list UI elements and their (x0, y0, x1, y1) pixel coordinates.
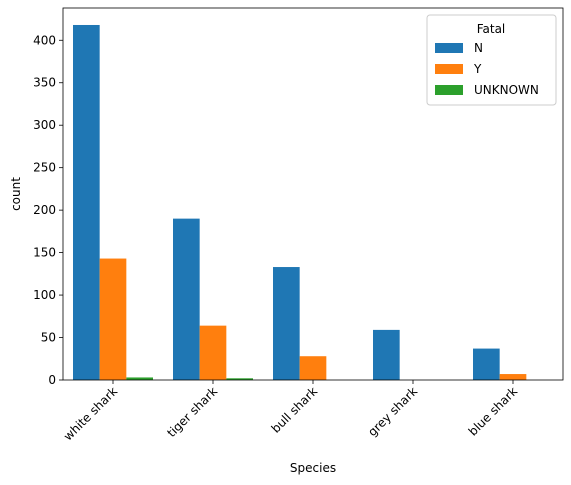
legend-label-unknown: UNKNOWN (474, 83, 539, 97)
bar-bull-shark-n (273, 267, 300, 380)
plot-area-frame (62, 7, 564, 381)
legend-frame (426, 14, 557, 106)
bar-blue-shark-y (499, 374, 527, 380)
bar-tiger-shark-unknown (226, 378, 253, 380)
y-tick-label: 300 (33, 118, 56, 132)
x-tick-label: tiger shark (164, 384, 220, 440)
legend-swatch-unknown (435, 85, 463, 95)
bar-white-shark-unknown (126, 377, 153, 380)
legend-label-y: Y (473, 62, 482, 76)
y-tick-label: 0 (48, 373, 56, 387)
y-tick-label: 400 (33, 33, 56, 47)
legend: Fatal N Y UNKNOWN (426, 14, 557, 106)
legend-label-n: N (474, 41, 483, 55)
y-axis-ticks: 0 50 100 150 200 250 300 350 400 (33, 33, 63, 387)
bar-blue-shark-n (473, 348, 500, 380)
bar-bull-shark-y (299, 356, 327, 380)
y-axis-label: count (9, 177, 23, 211)
bars-layer (73, 24, 527, 381)
y-tick-label: 50 (41, 331, 56, 345)
legend-swatch-n (435, 43, 463, 53)
bar-white-shark-n (73, 24, 100, 381)
x-tick-label: grey shark (365, 384, 420, 439)
bar-grey-shark-n (373, 329, 400, 380)
x-tick-label: white shark (61, 384, 120, 443)
bar-tiger-shark-y (199, 325, 227, 380)
x-axis-label: Species (290, 461, 336, 475)
bar-white-shark-y (99, 258, 127, 380)
legend-title: Fatal (477, 22, 506, 36)
x-tick-label: blue shark (466, 384, 520, 438)
y-tick-label: 150 (33, 246, 56, 260)
bar-tiger-shark-n (173, 218, 200, 380)
y-tick-label: 100 (33, 288, 56, 302)
y-tick-label: 350 (33, 76, 56, 90)
y-tick-label: 250 (33, 161, 56, 175)
x-axis-ticks: white shark tiger shark bull shark grey sha… (61, 380, 520, 443)
legend-swatch-y (435, 64, 463, 74)
x-tick-label: bull shark (269, 384, 321, 436)
y-tick-label: 200 (33, 203, 56, 217)
